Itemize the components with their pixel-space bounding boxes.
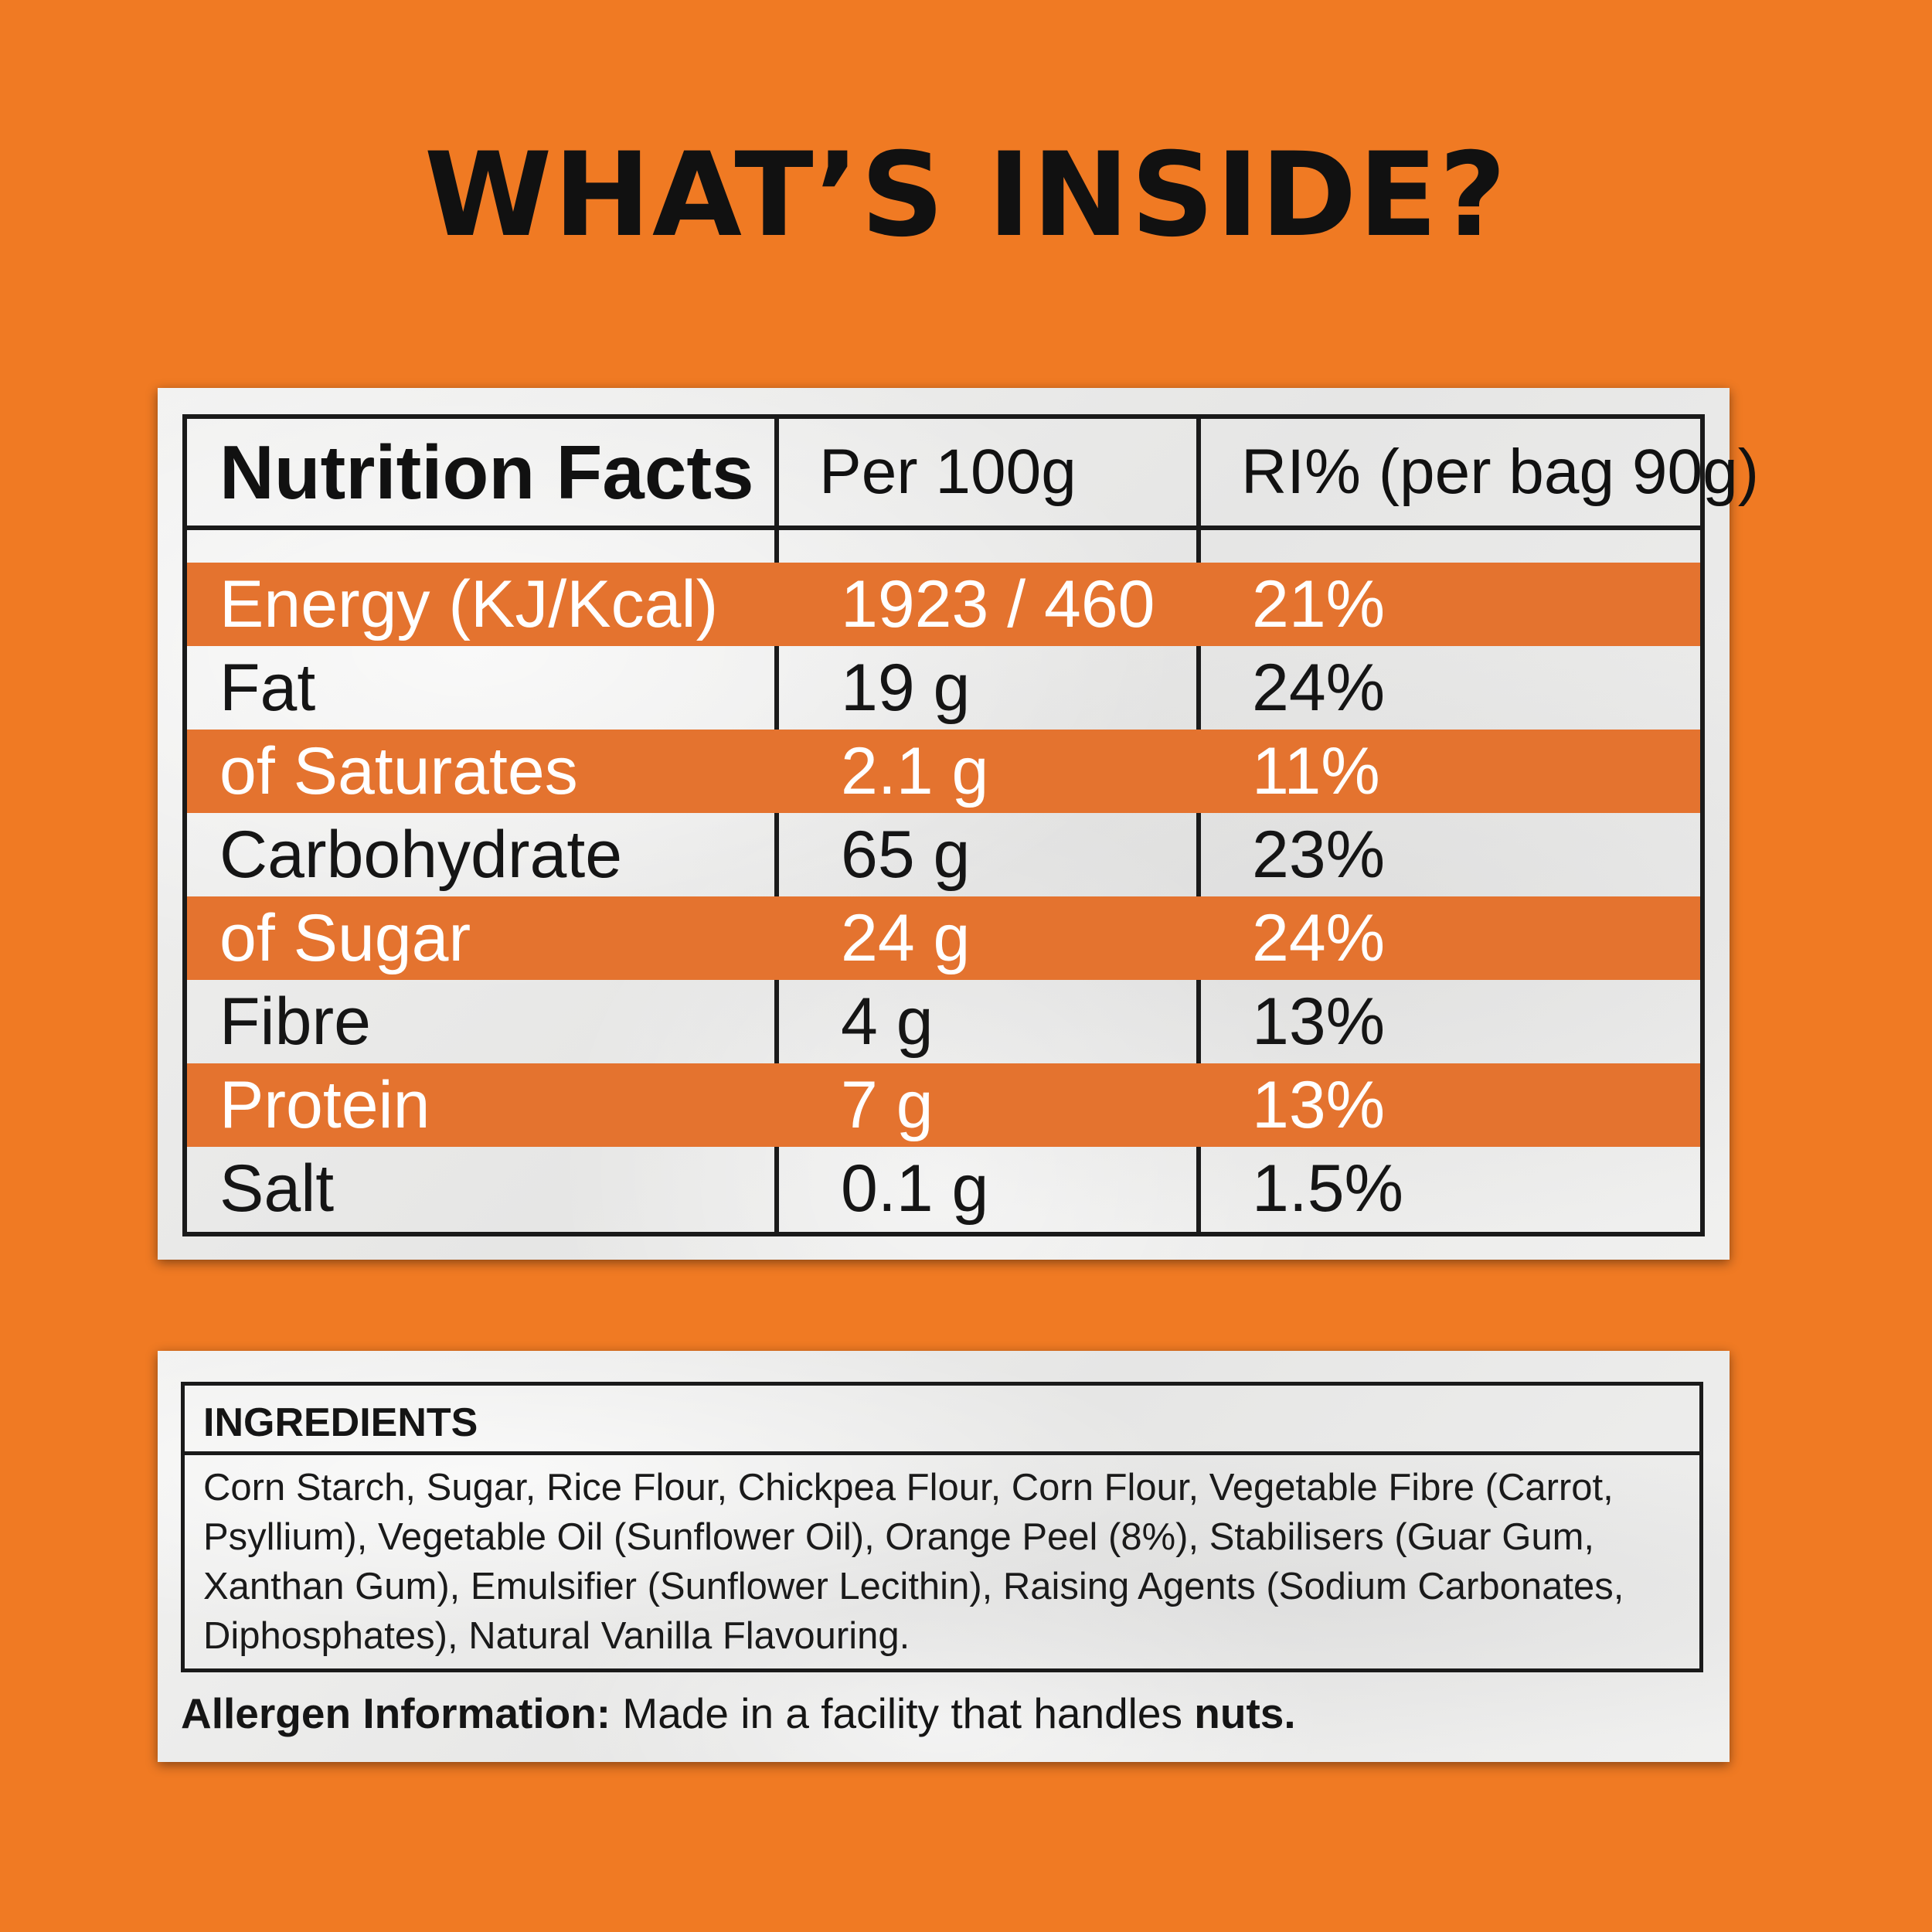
ri-heading: RI% (per bag 90g) <box>1241 437 1760 507</box>
per-100g-value: 0.1 g <box>841 1151 989 1226</box>
ri-value: 21% <box>1252 567 1386 641</box>
per-100g-value: 1923 / 460 <box>841 567 1155 641</box>
nutrition-facts-heading: Nutrition Facts <box>219 429 754 515</box>
table-row: Energy (KJ/Kcal) 1923 / 460 21% <box>187 563 1700 646</box>
table-row: of Saturates 2.1 g 11% <box>187 730 1700 813</box>
per-100g-value: 65 g <box>841 818 971 892</box>
per-100g-value: 7 g <box>841 1068 934 1142</box>
ri-value: 13% <box>1252 985 1386 1059</box>
ingredients-panel: INGREDIENTS Corn Starch, Sugar, Rice Flo… <box>158 1351 1730 1762</box>
per-100g-value: 24 g <box>841 901 971 975</box>
ri-value: 11% <box>1252 734 1380 808</box>
nutrient-name: Fibre <box>219 985 371 1059</box>
nutrient-name: Fat <box>219 651 316 725</box>
nutrient-name: Energy (KJ/Kcal) <box>219 567 719 641</box>
nutrient-name: of Sugar <box>219 901 471 975</box>
ri-value: 1.5% <box>1252 1151 1404 1226</box>
per-100g-value: 4 g <box>841 985 934 1059</box>
column-divider <box>774 419 779 1232</box>
header-divider <box>187 526 1700 530</box>
allergen-information: Allergen Information: Made in a facility… <box>181 1686 1296 1740</box>
nutrient-name: of Saturates <box>219 734 578 808</box>
ingredients-list: Corn Starch, Sugar, Rice Flour, Chickpea… <box>203 1467 1624 1657</box>
table-row: Carbohydrate 65 g 23% <box>187 813 1700 896</box>
per-100g-heading: Per 100g <box>819 437 1077 507</box>
table-row: Fibre 4 g 13% <box>187 980 1700 1063</box>
nutrient-name: Carbohydrate <box>219 818 623 892</box>
ri-value: 23% <box>1252 818 1386 892</box>
allergen-label: Allergen Information: <box>181 1689 611 1737</box>
nutrient-name: Salt <box>219 1151 335 1226</box>
nutrient-name: Protein <box>219 1068 430 1142</box>
column-divider <box>1196 419 1201 1232</box>
ri-value: 13% <box>1252 1068 1386 1142</box>
table-row: Salt 0.1 g 1.5% <box>187 1147 1700 1230</box>
per-100g-value: 2.1 g <box>841 734 989 808</box>
ingredients-box: INGREDIENTS Corn Starch, Sugar, Rice Flo… <box>181 1382 1703 1672</box>
nutrition-table: Nutrition Facts Per 100g RI% (per bag 90… <box>182 414 1759 1236</box>
ri-value: 24% <box>1252 651 1386 725</box>
allergen-text: Made in a facility that handles <box>611 1689 1195 1737</box>
table-row: of Sugar 24 g 24% <box>187 896 1700 980</box>
table-row: Protein 7 g 13% <box>187 1063 1700 1147</box>
per-100g-value: 19 g <box>841 651 971 725</box>
ingredients-title: INGREDIENTS <box>203 1400 478 1445</box>
nutrition-panel: Nutrition Facts Per 100g RI% (per bag 90… <box>158 388 1759 1260</box>
ri-value: 24% <box>1252 901 1386 975</box>
allergen-emphasis: nuts. <box>1194 1689 1296 1737</box>
table-row: Fat 19 g 24% <box>187 646 1700 730</box>
ingredients-header: INGREDIENTS <box>185 1386 1699 1455</box>
page-title: WHAT’S INSIDE? <box>423 128 1509 263</box>
nutrition-rows: Energy (KJ/Kcal) 1923 / 460 21% Fat 19 g… <box>187 563 1700 1230</box>
